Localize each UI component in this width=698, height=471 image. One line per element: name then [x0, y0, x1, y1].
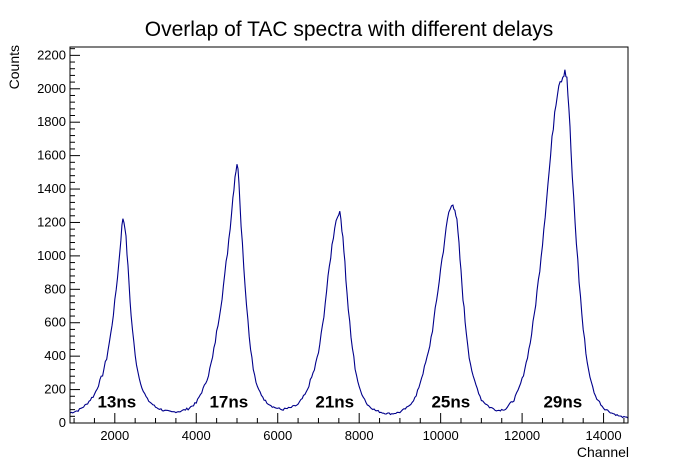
- peak-label: 17ns: [209, 392, 248, 411]
- y-tick-label: 1200: [37, 214, 66, 229]
- y-tick-label: 0: [59, 415, 66, 430]
- y-tick-label: 1400: [37, 181, 66, 196]
- x-tick-label: 14000: [585, 428, 621, 443]
- x-tick-label: 2000: [100, 428, 129, 443]
- x-tick-label: 8000: [345, 428, 374, 443]
- chart-title: Overlap of TAC spectra with different de…: [145, 18, 554, 41]
- y-tick-label: 600: [44, 315, 66, 330]
- peak-label: 21ns: [315, 392, 354, 411]
- y-tick-label: 1000: [37, 248, 66, 263]
- y-tick-label: 400: [44, 348, 66, 363]
- y-tick-label: 2000: [37, 81, 66, 96]
- peak-label: 25ns: [431, 392, 470, 411]
- x-tick-label: 12000: [504, 428, 540, 443]
- x-tick-label: 4000: [182, 428, 211, 443]
- plot-frame: [69, 46, 629, 424]
- peak-label: 13ns: [97, 392, 136, 411]
- plot-area: [69, 69, 629, 419]
- series-line-tac-spectra: [69, 69, 629, 419]
- y-axis-label: Counts: [6, 45, 22, 89]
- y-tick-label: 800: [44, 281, 66, 296]
- x-axis-ticks: 2000 4000 6000 8000 10000 12000 14000: [73, 413, 625, 443]
- y-tick-label: 2200: [37, 47, 66, 62]
- y-tick-label: 1600: [37, 148, 66, 163]
- y-tick-label: 1800: [37, 114, 66, 129]
- peak-annotations: 13ns 17ns 21ns 25ns 29ns: [97, 392, 582, 411]
- x-tick-label: 6000: [263, 428, 292, 443]
- y-axis-ticks: 0 200 400 600 800 1000 1200 1400 1600 1800 2000 220…: [37, 47, 80, 430]
- x-axis-label: Channel: [577, 444, 629, 460]
- peak-label: 29ns: [543, 392, 582, 411]
- x-tick-label: 10000: [423, 428, 459, 443]
- y-tick-label: 200: [44, 382, 66, 397]
